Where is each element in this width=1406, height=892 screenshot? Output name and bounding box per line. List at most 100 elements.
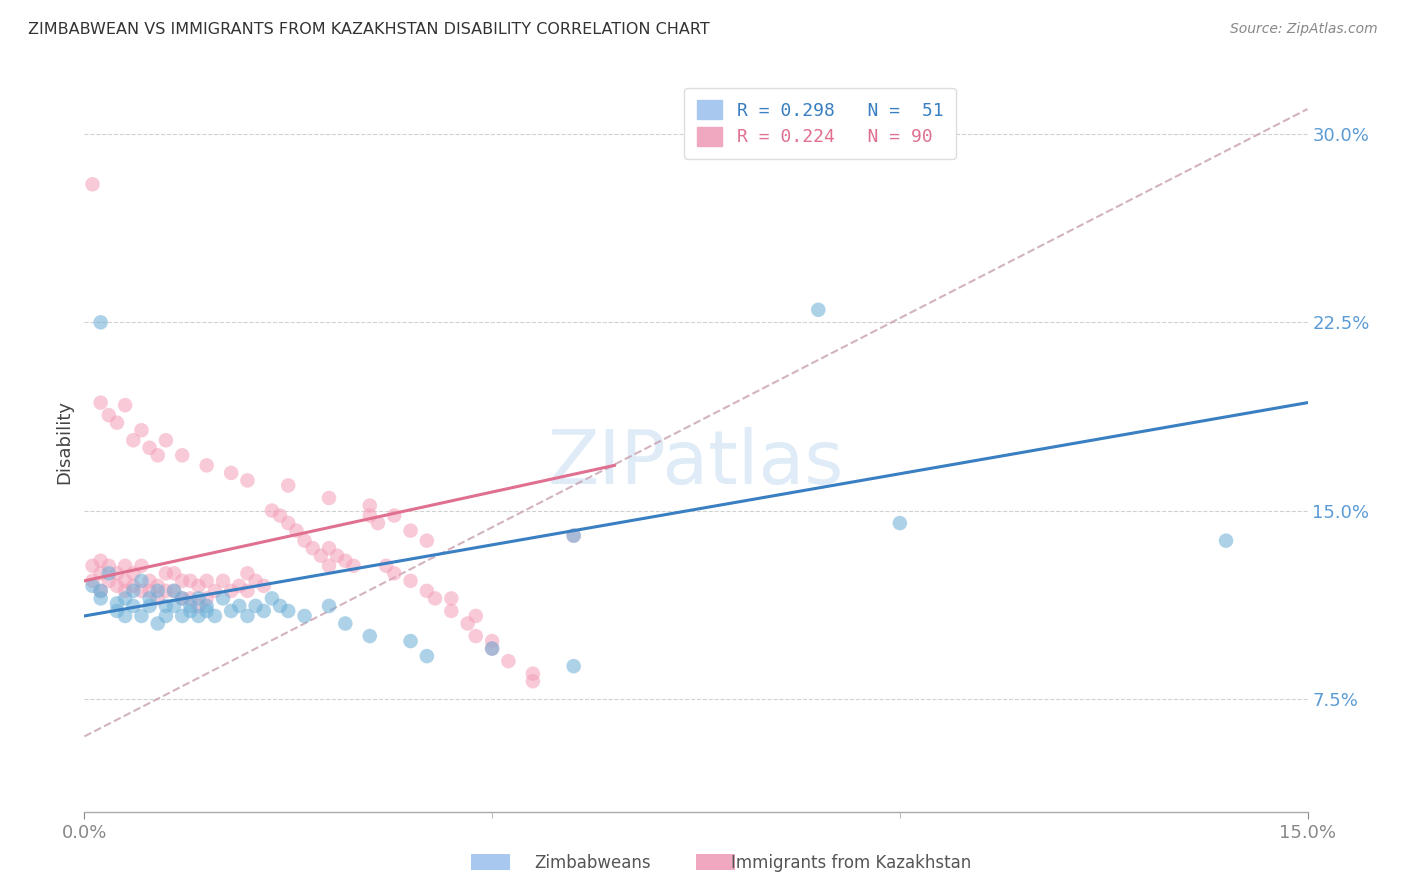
Point	[131, 574, 153, 588]
Point	[82, 178, 104, 192]
Point	[481, 634, 503, 648]
Point	[382, 508, 405, 523]
Point	[807, 302, 830, 317]
Point	[146, 583, 169, 598]
Point	[90, 591, 112, 606]
Point	[236, 474, 259, 488]
Point	[163, 583, 186, 598]
Point	[97, 566, 120, 581]
Point	[219, 466, 242, 480]
Point	[138, 583, 160, 598]
Text: Source: ZipAtlas.com: Source: ZipAtlas.com	[1230, 22, 1378, 37]
Point	[131, 423, 153, 437]
Point	[236, 583, 259, 598]
Point	[122, 566, 145, 581]
Point	[187, 599, 209, 613]
Point	[423, 591, 446, 606]
Point	[335, 554, 357, 568]
Point	[399, 524, 422, 538]
Point	[464, 629, 486, 643]
Point	[318, 558, 340, 573]
Point	[163, 583, 186, 598]
Point	[138, 574, 160, 588]
Point	[146, 579, 169, 593]
Point	[309, 549, 332, 563]
Point	[342, 558, 364, 573]
Point	[114, 398, 136, 412]
Point	[1215, 533, 1237, 548]
Point	[195, 591, 218, 606]
Point	[146, 448, 169, 462]
Point	[195, 604, 218, 618]
Point	[90, 583, 112, 598]
Point	[122, 599, 145, 613]
Point	[245, 574, 267, 588]
Point	[212, 574, 235, 588]
Point	[179, 599, 201, 613]
Point	[522, 666, 544, 681]
Point	[522, 674, 544, 689]
Point	[195, 458, 218, 473]
Point	[82, 574, 104, 588]
Point	[285, 524, 308, 538]
Point	[172, 574, 194, 588]
Point	[318, 599, 340, 613]
Point	[138, 591, 160, 606]
Point	[138, 441, 160, 455]
Point	[172, 591, 194, 606]
Point	[105, 604, 128, 618]
Point	[97, 408, 120, 422]
Point	[155, 434, 177, 448]
Text: ZIPatlas: ZIPatlas	[548, 427, 844, 500]
Point	[90, 315, 112, 329]
Point	[138, 599, 160, 613]
Text: Zimbabweans: Zimbabweans	[534, 854, 651, 871]
Point	[889, 516, 911, 530]
Point	[416, 533, 439, 548]
Point	[440, 591, 463, 606]
Point	[155, 609, 177, 624]
Point	[269, 508, 291, 523]
Point	[236, 609, 259, 624]
Point	[335, 616, 357, 631]
Point	[481, 641, 503, 656]
Point	[367, 516, 389, 530]
Point	[105, 579, 128, 593]
Point	[172, 591, 194, 606]
Point	[105, 596, 128, 610]
Point	[179, 574, 201, 588]
Point	[204, 583, 226, 598]
Point	[90, 554, 112, 568]
Y-axis label: Disability: Disability	[55, 400, 73, 483]
Point	[146, 591, 169, 606]
Point	[481, 641, 503, 656]
Point	[187, 579, 209, 593]
Point	[146, 616, 169, 631]
Point	[219, 604, 242, 618]
Point	[562, 529, 585, 543]
Point	[457, 616, 479, 631]
Point	[90, 395, 112, 409]
Point	[122, 583, 145, 598]
Point	[294, 533, 316, 548]
Point	[212, 591, 235, 606]
Point	[187, 609, 209, 624]
Point	[187, 591, 209, 606]
Point	[114, 591, 136, 606]
Point	[277, 478, 299, 492]
Point	[204, 609, 226, 624]
Point	[375, 558, 398, 573]
Point	[97, 574, 120, 588]
Point	[498, 654, 520, 668]
Point	[97, 558, 120, 573]
Legend: R = 0.298   N =  51, R = 0.224   N = 90: R = 0.298 N = 51, R = 0.224 N = 90	[685, 87, 956, 159]
Point	[122, 434, 145, 448]
Point	[155, 566, 177, 581]
Point	[163, 599, 186, 613]
Point	[131, 609, 153, 624]
Text: Immigrants from Kazakhstan: Immigrants from Kazakhstan	[731, 854, 972, 871]
Point	[195, 574, 218, 588]
Point	[359, 508, 381, 523]
Point	[163, 566, 186, 581]
Point	[90, 583, 112, 598]
